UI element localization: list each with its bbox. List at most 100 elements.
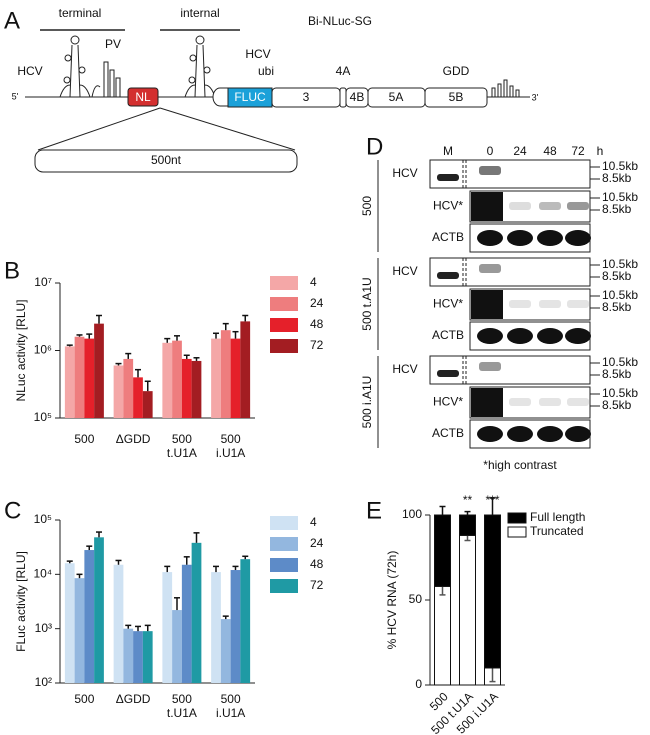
- band: [565, 230, 591, 246]
- x-tick-label: 500: [74, 692, 95, 706]
- end-label: 3': [532, 92, 539, 102]
- y-axis-label: FLuc activity [RLU]: [14, 551, 28, 652]
- legend-swatch: [270, 276, 298, 290]
- bar: [74, 336, 85, 418]
- row-label: ACTB: [432, 426, 464, 440]
- band: [437, 370, 459, 377]
- box-label: 5A: [389, 90, 404, 104]
- legend-label: Full length: [530, 510, 585, 524]
- y-tick-label: 100: [402, 507, 422, 521]
- legend-label: 4: [310, 275, 317, 289]
- x-tick-label: 500 i.U1A: [215, 692, 246, 720]
- end-label: 5': [12, 91, 19, 101]
- size-marker: 10.5kb: [602, 288, 638, 302]
- bar: [220, 619, 231, 683]
- bar: [84, 338, 95, 418]
- lane-label: 48: [543, 144, 557, 158]
- y-tick-label: 10²: [35, 675, 52, 689]
- marker-label: ubi: [258, 64, 274, 78]
- band: [471, 192, 503, 221]
- bar: [240, 559, 251, 683]
- box-label: 5B: [449, 90, 464, 104]
- size-marker: 8.5kb: [602, 367, 632, 381]
- band: [567, 202, 589, 210]
- y-tick-label: 10⁶: [34, 343, 52, 357]
- band: [509, 398, 531, 406]
- box-label: NL: [135, 90, 151, 104]
- band: [479, 362, 501, 371]
- panel-label: E: [366, 497, 382, 524]
- y-tick-label: 0: [415, 677, 422, 691]
- size-marker: 8.5kb: [602, 398, 632, 412]
- row-label: ACTB: [432, 230, 464, 244]
- band: [537, 230, 563, 246]
- legend-swatch: [270, 318, 298, 332]
- bar-segment: [459, 534, 476, 686]
- insert-label: 500nt: [151, 153, 182, 167]
- bar: [240, 321, 251, 418]
- row-label: HCV*: [433, 395, 463, 409]
- row-label: HCV: [392, 362, 417, 376]
- bar: [142, 631, 153, 683]
- y-tick-label: 10⁷: [34, 275, 52, 289]
- band: [437, 272, 459, 279]
- blot-footnote: *high contrast: [483, 458, 557, 472]
- row-label: HCV*: [433, 199, 463, 213]
- legend-label: 72: [310, 578, 324, 592]
- lane-unit: h: [597, 144, 604, 158]
- band: [567, 300, 589, 308]
- band: [539, 202, 561, 210]
- band: [507, 230, 533, 246]
- row-label: HCV*: [433, 297, 463, 311]
- size-marker: 8.5kb: [602, 269, 632, 283]
- element-label: PV: [105, 37, 121, 51]
- band: [509, 202, 531, 210]
- x-tick-label: 500 i.U1A: [215, 432, 246, 460]
- legend-swatch: [507, 526, 527, 538]
- blot-frame: [429, 257, 591, 287]
- row-label: HCV: [392, 264, 417, 278]
- legend-swatch: [270, 339, 298, 353]
- bar: [123, 628, 134, 683]
- y-tick-label: 50: [409, 592, 423, 606]
- band: [537, 328, 563, 344]
- significance: **: [463, 493, 473, 507]
- bar: [230, 338, 241, 418]
- legend-label: 48: [310, 317, 324, 331]
- band: [471, 388, 503, 417]
- band: [477, 426, 503, 442]
- band: [477, 230, 503, 246]
- bar: [123, 358, 134, 418]
- bar: [64, 563, 75, 683]
- band: [477, 328, 503, 344]
- size-marker: 10.5kb: [602, 355, 638, 369]
- bar: [74, 578, 85, 683]
- box-label: FLUC: [234, 90, 266, 104]
- bar: [142, 391, 153, 418]
- legend-swatch: [507, 512, 527, 524]
- bar: [181, 358, 192, 418]
- y-tick-label: 10⁵: [34, 410, 52, 424]
- lane-label: 24: [513, 144, 527, 158]
- bar: [94, 323, 104, 418]
- y-tick-label: 10³: [35, 621, 52, 635]
- band: [509, 300, 531, 308]
- bar-segment: [434, 514, 451, 587]
- blot-frame: [429, 159, 591, 189]
- size-marker: 8.5kb: [602, 171, 632, 185]
- size-marker: 8.5kb: [602, 202, 632, 216]
- band: [507, 328, 533, 344]
- box-label: 3: [303, 90, 310, 104]
- bar: [230, 570, 241, 683]
- bar: [133, 631, 143, 683]
- x-tick-label: ΔGDD: [115, 692, 151, 706]
- region-label: terminal: [59, 6, 102, 20]
- band: [437, 174, 459, 181]
- bar: [172, 340, 182, 418]
- size-marker: 8.5kb: [602, 300, 632, 314]
- band: [471, 290, 503, 319]
- row-label: ACTB: [432, 328, 464, 342]
- legend-label: 72: [310, 338, 324, 352]
- group-label: 500: [360, 196, 374, 216]
- bar: [94, 537, 104, 683]
